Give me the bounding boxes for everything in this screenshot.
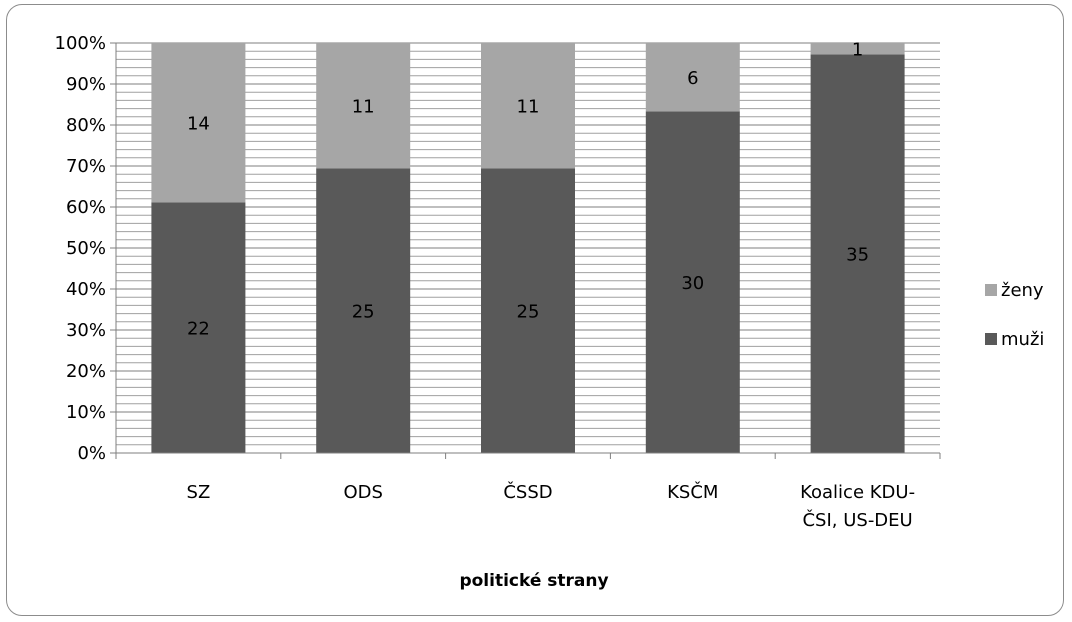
data-label: 35 xyxy=(846,245,869,266)
y-tick-label: 30% xyxy=(66,320,106,341)
x-tick-label: Koalice KDU-ČSI, US-DEU xyxy=(800,482,915,531)
y-tick-label: 90% xyxy=(66,74,106,95)
y-tick-label: 80% xyxy=(66,115,106,136)
bar-segment xyxy=(810,43,905,55)
data-label: 14 xyxy=(187,114,210,135)
y-tick-label: 60% xyxy=(66,197,106,218)
data-label: 22 xyxy=(187,319,210,340)
legend-label: muži xyxy=(1001,329,1044,350)
data-label: 1 xyxy=(852,40,863,61)
legend-swatch xyxy=(985,333,997,345)
bar-segment xyxy=(151,202,246,453)
x-tick-label: ODS xyxy=(343,482,382,503)
data-label: 25 xyxy=(352,302,375,323)
y-tick-label: 20% xyxy=(66,361,106,382)
bar-segment xyxy=(481,168,575,453)
bar-segment xyxy=(316,43,411,169)
y-tick-label: 100% xyxy=(55,33,106,54)
x-axis-title: politické strany xyxy=(459,571,608,591)
y-tick-label: 10% xyxy=(66,402,106,423)
bar-segment xyxy=(645,43,740,112)
legend-label: ženy xyxy=(1001,280,1044,301)
y-tick-label: 0% xyxy=(77,443,106,464)
bars: 22 14 25 11 25 11 30 6 35 1 xyxy=(151,40,905,454)
y-tick-label: 40% xyxy=(66,279,106,300)
bar-segment xyxy=(316,168,411,453)
bar-segment xyxy=(151,43,246,203)
y-tick-label: 50% xyxy=(66,238,106,259)
bar-segment xyxy=(481,43,575,169)
x-tick-label: SZ xyxy=(187,482,211,503)
data-label: 11 xyxy=(352,97,375,118)
axes: 0% 10% 20% 30% 40% 50% 60% 70% 80% 90% 100% SZ ODS ČS… xyxy=(55,33,941,531)
bar-segment xyxy=(645,111,740,453)
bar-segment xyxy=(810,54,905,454)
data-label: 6 xyxy=(687,68,698,89)
x-tick-label: KSČM xyxy=(667,481,718,503)
y-tick-label: 70% xyxy=(66,156,106,177)
data-label: 25 xyxy=(517,302,540,323)
x-tick-label: ČSSD xyxy=(503,481,552,503)
data-label: 11 xyxy=(517,97,540,118)
legend: ženy muži xyxy=(985,280,1044,350)
legend-swatch xyxy=(985,284,997,296)
data-label: 30 xyxy=(681,273,704,294)
